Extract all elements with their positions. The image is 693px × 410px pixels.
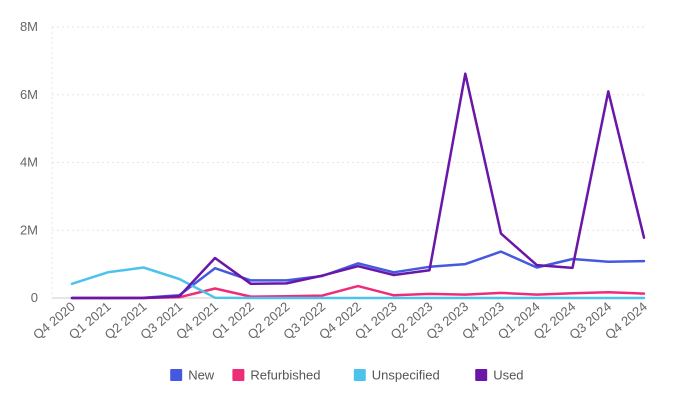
y-tick-label: 8M bbox=[20, 19, 38, 34]
legend-label: Used bbox=[493, 368, 523, 383]
legend-swatch bbox=[232, 369, 245, 381]
series-line-new bbox=[70, 250, 646, 300]
legend-label: Unspecified bbox=[372, 368, 440, 383]
legend-swatch bbox=[475, 369, 488, 381]
y-axis: 0 2M 4M 6M 8M bbox=[20, 19, 38, 305]
y-tick-label: 2M bbox=[20, 222, 38, 237]
legend: New Refurbished Unspecified Used bbox=[170, 368, 524, 383]
series-line-used bbox=[70, 72, 646, 300]
series-lines bbox=[70, 72, 646, 300]
y-tick-label: 0 bbox=[31, 290, 38, 305]
legend-label: Refurbished bbox=[250, 368, 320, 383]
legend-label: New bbox=[188, 368, 215, 383]
series-line-unspecified bbox=[70, 266, 646, 300]
legend-swatch bbox=[353, 369, 366, 381]
y-tick-label: 4M bbox=[20, 155, 38, 170]
y-tick-label: 6M bbox=[20, 87, 38, 102]
grid bbox=[51, 26, 645, 299]
legend-swatch bbox=[170, 369, 183, 381]
